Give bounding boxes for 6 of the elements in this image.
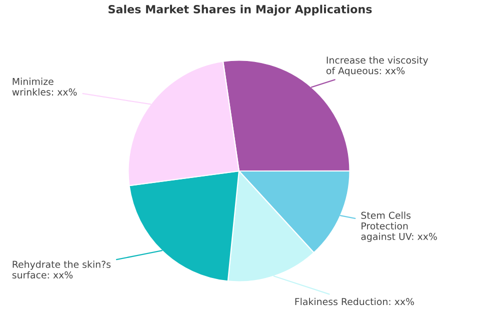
slice-label: Rehydrate the skin?s surface: xx%: [12, 260, 111, 279]
slice-label: Flakiness Reduction: xx%: [295, 298, 414, 306]
chart-title: Sales Market Shares in Major Applications: [108, 4, 372, 16]
slice-label: Increase the viscosity of Aqueous: xx%: [326, 56, 428, 76]
slice-label: Stem Cells Protection against UV: xx%: [361, 212, 437, 242]
slice-label: Minimize wrinkles: xx%: [12, 78, 77, 96]
